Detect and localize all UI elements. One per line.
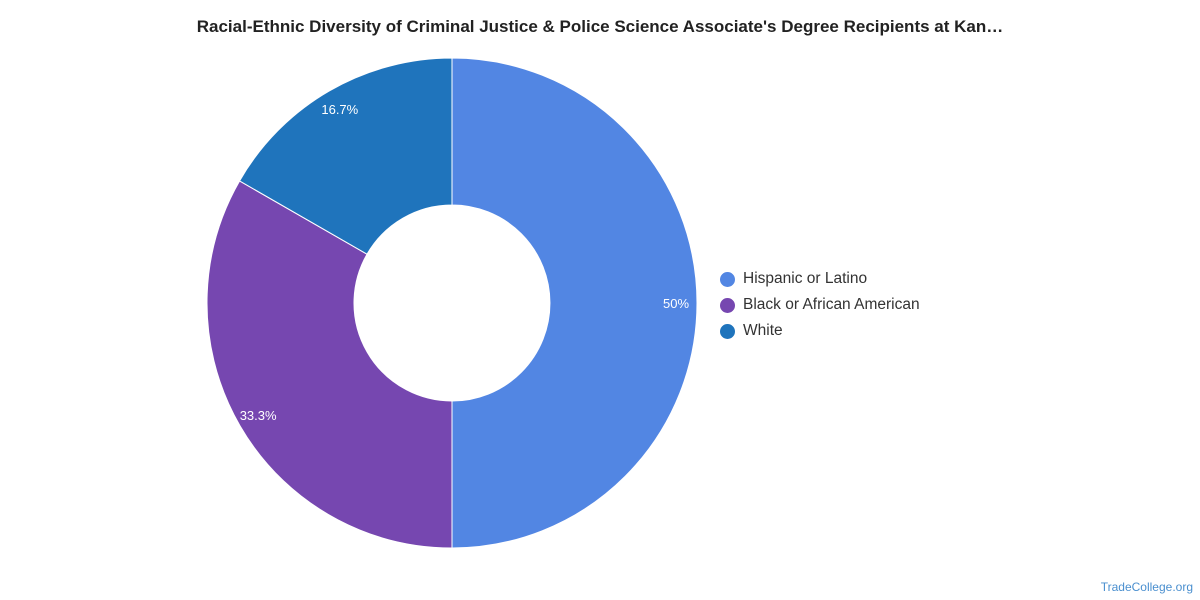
legend-item[interactable]: Hispanic or Latino	[720, 266, 920, 292]
legend-label: Hispanic or Latino	[743, 270, 868, 287]
data-label-1: 33.3%	[240, 408, 277, 423]
data-label-0: 50%	[663, 296, 689, 311]
legend-label: White	[743, 322, 783, 339]
chart-legend: Hispanic or Latino Black or African Ameri…	[720, 266, 920, 344]
legend-swatch	[720, 323, 735, 339]
slice-hispanic-or-latino[interactable]	[451, 57, 698, 549]
watermark[interactable]: TradeCollege.org	[1100, 580, 1193, 594]
legend-swatch	[720, 297, 735, 313]
legend-item[interactable]: Black or African American	[720, 292, 920, 318]
data-label-2: 16.7%	[321, 102, 358, 117]
legend-swatch	[720, 271, 735, 287]
slice-white[interactable]	[238, 57, 453, 255]
legend-item[interactable]: White	[720, 318, 920, 344]
slice-black-or-african-american[interactable]	[206, 180, 453, 549]
legend-label: Black or African American	[743, 296, 920, 313]
chart-title: Racial-Ethnic Diversity of Criminal Just…	[196, 17, 1004, 36]
